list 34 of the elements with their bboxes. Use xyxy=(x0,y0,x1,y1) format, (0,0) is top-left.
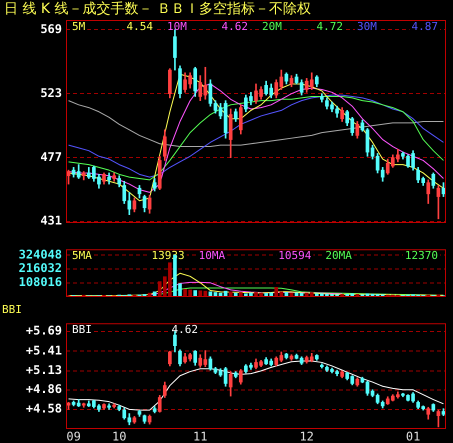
text: 5MA xyxy=(72,249,92,262)
y-tick-label: 108016 xyxy=(18,275,62,290)
y-tick-label: 523 xyxy=(40,86,62,100)
annotation: 4.62 xyxy=(172,323,198,336)
y-tick-label: +5.69 xyxy=(26,324,62,338)
text: 20MA xyxy=(325,249,352,262)
text: 10M xyxy=(167,20,188,33)
x-tick-label: 01 xyxy=(406,429,420,443)
text: 20M xyxy=(262,20,282,33)
series-label: 10MA xyxy=(198,249,226,262)
y-tick-label: +5.41 xyxy=(26,343,62,358)
y-tick-label: +4.58 xyxy=(26,402,62,416)
text: 30M xyxy=(357,20,378,33)
text: 5M xyxy=(72,20,86,33)
text: BBI xyxy=(72,323,92,336)
y-tick-label: 216032 xyxy=(18,261,62,276)
x-tick-label: 10 xyxy=(112,429,126,443)
annotation: 12370 xyxy=(404,249,438,262)
y-tick-label: +4.86 xyxy=(26,382,62,396)
x-tick-label: 12 xyxy=(299,429,314,443)
annotation: 10594 xyxy=(278,249,312,262)
y-tick-label: +5.13 xyxy=(26,362,62,377)
y-tick-label: 477 xyxy=(40,150,62,164)
annotation: 4.54 xyxy=(126,20,154,33)
annotation: 4.87 xyxy=(412,20,438,33)
chart-title: 日 线 K 线－成交手数－ ＢＢＩ多空指标－不除权 xyxy=(4,0,311,18)
y-tick-label: 569 xyxy=(40,22,62,36)
annotation: 4.62 xyxy=(222,20,248,33)
annotation: 4.72 xyxy=(316,20,343,33)
y-tick-label: 431 xyxy=(40,214,62,228)
y-axis-title: BBI xyxy=(2,303,22,316)
y-tick-label: 324048 xyxy=(18,247,62,262)
x-tick-label: 11 xyxy=(193,429,208,443)
x-tick-label: 09 xyxy=(66,429,81,443)
